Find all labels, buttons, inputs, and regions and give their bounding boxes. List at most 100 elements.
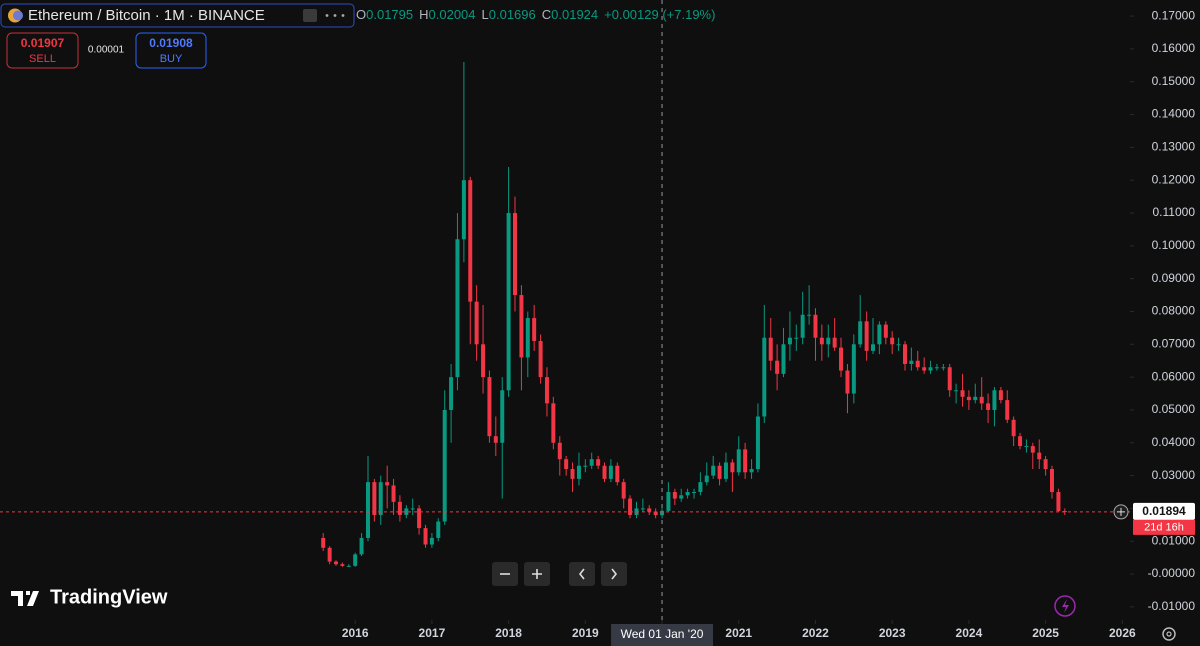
symbol-chip[interactable]	[0, 3, 355, 28]
candle-body	[768, 337, 773, 361]
watermark: TradingView	[50, 586, 168, 608]
candle-body	[755, 416, 760, 470]
candle-body	[366, 482, 370, 538]
candle-body	[1005, 400, 1010, 420]
candle-body	[679, 495, 684, 499]
candle-body	[832, 337, 837, 348]
lightning-icon	[1062, 599, 1069, 613]
candle-body	[941, 367, 946, 369]
candle-body	[493, 436, 498, 443]
buy-button[interactable]	[135, 32, 207, 69]
candle-body	[321, 537, 326, 548]
countdown-label: 21d 16h	[1144, 521, 1184, 533]
plus-icon	[1117, 507, 1125, 516]
x-tick-label: 2022	[802, 626, 829, 640]
candle-body	[660, 510, 665, 516]
candle-body	[858, 321, 863, 345]
candle-body	[1024, 446, 1029, 448]
candle-body	[551, 403, 556, 443]
x-tick-label: 2019	[572, 626, 599, 640]
scroll-right-button[interactable]	[601, 562, 627, 586]
y-tick-label: 0.07000	[1152, 336, 1196, 350]
candle-body	[915, 360, 920, 368]
candle-body	[864, 321, 869, 351]
candle-body	[883, 324, 888, 338]
candle-body	[404, 508, 409, 515]
watermark-logo	[11, 591, 39, 606]
x-tick-label: 2021	[725, 626, 752, 640]
candle-body	[429, 537, 434, 545]
y-tick-label: 0.05000	[1152, 402, 1196, 416]
y-tick-label: 0.10000	[1152, 238, 1196, 252]
x-tick-label: 2017	[419, 626, 446, 640]
x-tick-label: 2026	[1109, 626, 1136, 640]
candle-body	[461, 180, 466, 240]
candle-body	[723, 462, 728, 479]
candle-body	[640, 508, 645, 510]
candle-body	[500, 390, 505, 443]
candle-body	[410, 508, 415, 510]
candle-body	[890, 337, 895, 345]
candle-body	[800, 314, 805, 338]
candle-body	[557, 442, 562, 460]
sell-button[interactable]	[6, 32, 79, 69]
candle-body	[397, 501, 402, 515]
candle-body	[372, 482, 377, 515]
candle-body	[819, 337, 824, 345]
y-tick-label: 0.06000	[1152, 369, 1196, 383]
plus-icon	[532, 569, 542, 579]
candle-body	[532, 318, 537, 342]
candle-body	[474, 301, 479, 345]
candle-body	[928, 367, 933, 371]
candle-body	[666, 491, 671, 511]
candle-body	[947, 367, 952, 391]
scroll-left-button[interactable]	[569, 562, 595, 586]
symbol-button[interactable]	[303, 9, 317, 22]
buy-label: BUY	[160, 53, 183, 65]
candle-body	[704, 475, 709, 483]
candle-body	[506, 213, 511, 391]
candle-body	[1030, 446, 1035, 453]
crosshair-date-box	[611, 624, 714, 646]
last-price-box	[1133, 502, 1195, 520]
candle-body	[423, 528, 428, 545]
candle-body	[449, 377, 454, 410]
candle-body	[346, 565, 351, 567]
candle-body	[1056, 491, 1061, 512]
candle-body	[436, 521, 441, 538]
candle-body	[1018, 436, 1023, 447]
last-price-label: 0.01894	[1142, 504, 1186, 518]
alert-button[interactable]	[1054, 595, 1076, 617]
candle-body	[1049, 469, 1054, 492]
candle-body	[851, 344, 856, 394]
y-tick-label: 0.04000	[1152, 435, 1196, 449]
candle-body	[934, 367, 939, 369]
candle-body	[385, 482, 390, 486]
candle-body	[730, 462, 735, 473]
candle-body	[794, 337, 799, 339]
more-dot	[325, 14, 329, 17]
candle-body	[979, 396, 984, 404]
spread: 0.00001	[88, 45, 125, 56]
price-axis	[1130, 0, 1200, 646]
candle-body	[909, 360, 914, 364]
x-tick-label: 2024	[956, 626, 983, 640]
ohlc-label: O	[356, 7, 366, 22]
ohlc-change: +0.00129 (+7.19%)	[604, 7, 715, 22]
y-tick-label: -0.01000	[1148, 599, 1196, 613]
candle-body	[334, 561, 339, 565]
candle-body	[871, 344, 876, 351]
candle-body	[1037, 452, 1042, 460]
candle-body	[896, 344, 901, 346]
candle-body	[717, 465, 722, 479]
candle-body	[417, 508, 422, 529]
y-tick-label: 0.14000	[1152, 107, 1196, 121]
candle-body	[608, 465, 613, 479]
settings-button[interactable]	[1162, 627, 1176, 641]
candle-body	[519, 295, 524, 358]
ohlc-label: L	[482, 7, 489, 22]
candle-body	[602, 465, 607, 479]
